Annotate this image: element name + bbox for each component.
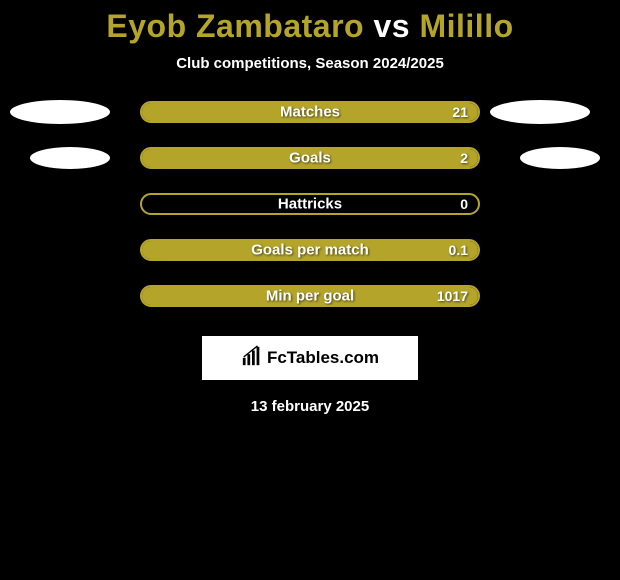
stat-bar: Hattricks 0 (140, 193, 480, 215)
stat-bar: Matches 21 (140, 101, 480, 123)
stat-row: Goals 2 (0, 146, 620, 170)
stat-row: Hattricks 0 (0, 192, 620, 216)
stat-bar: Goals 2 (140, 147, 480, 169)
subtitle: Club competitions, Season 2024/2025 (0, 55, 620, 72)
brand-text: FcTables.com (267, 348, 379, 368)
stat-label: Min per goal (266, 288, 354, 305)
title-player1: Eyob Zambataro (106, 8, 364, 44)
title-vs: vs (373, 8, 410, 44)
stat-label: Goals (289, 150, 331, 167)
stat-value-right: 0.1 (449, 242, 468, 258)
stat-value-right: 1017 (437, 288, 468, 304)
stat-value-right: 21 (452, 104, 468, 120)
value-bubble-left (10, 100, 110, 124)
value-bubble-right (490, 100, 590, 124)
stat-value-right: 2 (460, 150, 468, 166)
brand-badge[interactable]: FcTables.com (202, 336, 418, 380)
comparison-card: Eyob Zambataro vs Milillo Club competiti… (0, 0, 620, 415)
stat-rows: Matches 21 Goals 2 Hattricks 0 Goals per match… (0, 100, 620, 308)
stat-bar: Min per goal 1017 (140, 285, 480, 307)
page-title: Eyob Zambataro vs Milillo (0, 8, 620, 45)
stat-bar: Goals per match 0.1 (140, 239, 480, 261)
stat-label: Matches (280, 104, 340, 121)
stat-label: Hattricks (278, 196, 342, 213)
title-player2: Milillo (419, 8, 513, 44)
stat-row: Min per goal 1017 (0, 284, 620, 308)
value-bubble-left (30, 147, 110, 169)
value-bubble-right (520, 147, 600, 169)
stat-label: Goals per match (251, 242, 369, 259)
stat-row: Matches 21 (0, 100, 620, 124)
bar-chart-icon (241, 345, 263, 372)
date-label: 13 february 2025 (0, 398, 620, 415)
stat-row: Goals per match 0.1 (0, 238, 620, 262)
stat-value-right: 0 (460, 196, 468, 212)
